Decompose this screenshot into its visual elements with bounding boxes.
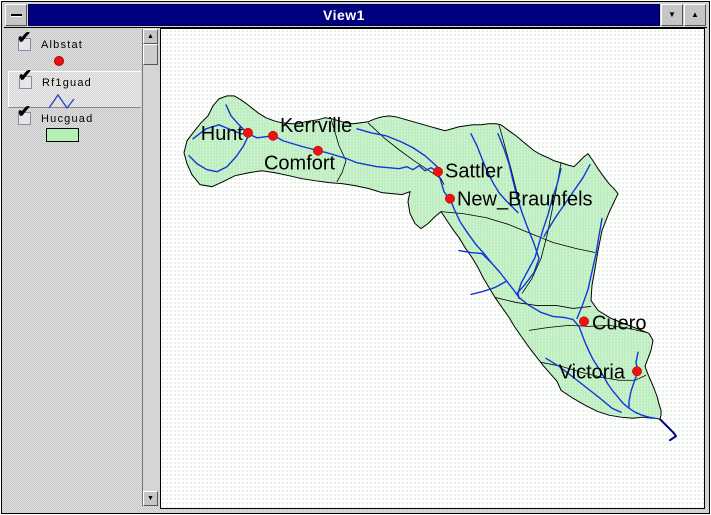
polygon-symbol xyxy=(46,128,79,142)
layer-checkbox[interactable] xyxy=(18,112,31,125)
city-point xyxy=(268,130,278,141)
subbasin-boundary xyxy=(528,324,647,333)
map-panel: Hunt Kerrville Comfort Sattler New_Braunfels… xyxy=(160,28,705,509)
layer-checkbox[interactable] xyxy=(18,38,31,51)
checkmark-icon: ✔ xyxy=(17,102,32,121)
legend-panel: ✔ Albstat ✔ Rf1guad ✔ Hucguad xyxy=(7,28,142,508)
basin-polygon xyxy=(183,95,662,420)
window-title: View1 xyxy=(28,4,660,26)
scroll-up-button[interactable]: ▲ xyxy=(143,29,158,44)
legend-scrollbar[interactable]: ▲ ▼ xyxy=(142,29,158,506)
checkmark-icon: ✔ xyxy=(18,66,33,85)
maximize-button[interactable]: ▲ xyxy=(684,4,706,26)
river-line xyxy=(356,128,441,171)
river-line xyxy=(470,133,519,214)
subbasin-boundary xyxy=(494,297,592,309)
layer-name: Hucguad xyxy=(41,113,94,125)
maximize-icon: ▲ xyxy=(691,10,699,19)
city-point xyxy=(579,316,589,327)
city-label: Cuero xyxy=(592,312,646,334)
titlebar-divider xyxy=(4,27,707,28)
layer-name: Rf1guad xyxy=(42,77,92,89)
river-line xyxy=(470,280,507,296)
control-menu-button[interactable] xyxy=(5,4,27,26)
title-bar: View1 ▼ ▲ xyxy=(5,4,706,26)
line-symbol xyxy=(47,92,79,115)
city-label: Kerrville xyxy=(280,115,352,137)
city-point xyxy=(433,166,443,177)
minimize-icon: ▼ xyxy=(668,10,676,19)
outlet-line xyxy=(659,418,677,442)
scroll-up-icon: ▲ xyxy=(147,33,154,40)
legend-item-albstat[interactable]: ✔ Albstat xyxy=(8,28,141,71)
scrollbar-thumb[interactable] xyxy=(143,44,158,65)
river-line xyxy=(628,351,639,408)
river-line xyxy=(517,168,562,300)
river-line xyxy=(188,136,249,173)
river-line xyxy=(225,104,246,132)
point-symbol xyxy=(46,54,64,66)
city-point xyxy=(632,366,642,377)
layer-name: Albstat xyxy=(41,39,84,51)
legend-item-rf1guad[interactable]: ✔ Rf1guad xyxy=(8,66,141,110)
scroll-down-button[interactable]: ▼ xyxy=(143,491,158,506)
city-label: Comfort xyxy=(264,153,336,175)
legend-item-hucguad[interactable]: ✔ Hucguad xyxy=(8,102,141,145)
scroll-down-icon: ▼ xyxy=(147,495,154,502)
layer-checkbox[interactable] xyxy=(19,76,32,89)
map-canvas[interactable]: Hunt Kerrville Comfort Sattler New_Braunfels… xyxy=(161,29,704,508)
control-menu-icon xyxy=(10,13,22,17)
subbasin-boundary xyxy=(367,122,445,185)
city-label: Victoria xyxy=(559,361,626,383)
city-label: Sattler xyxy=(445,161,503,183)
minimize-button[interactable]: ▼ xyxy=(661,4,683,26)
river-line xyxy=(545,357,622,413)
city-label: New_Braunfels xyxy=(457,189,593,211)
subbasin-boundary xyxy=(440,211,596,253)
river-line xyxy=(458,249,492,264)
river-line xyxy=(543,164,591,238)
checkmark-icon: ✔ xyxy=(17,28,32,47)
city-label: Hunt xyxy=(201,123,244,145)
city-point xyxy=(445,193,455,204)
river-line xyxy=(497,133,540,295)
subbasin-boundary xyxy=(330,118,347,182)
city-point xyxy=(313,145,323,156)
river-line xyxy=(576,217,603,320)
city-point xyxy=(243,127,253,138)
